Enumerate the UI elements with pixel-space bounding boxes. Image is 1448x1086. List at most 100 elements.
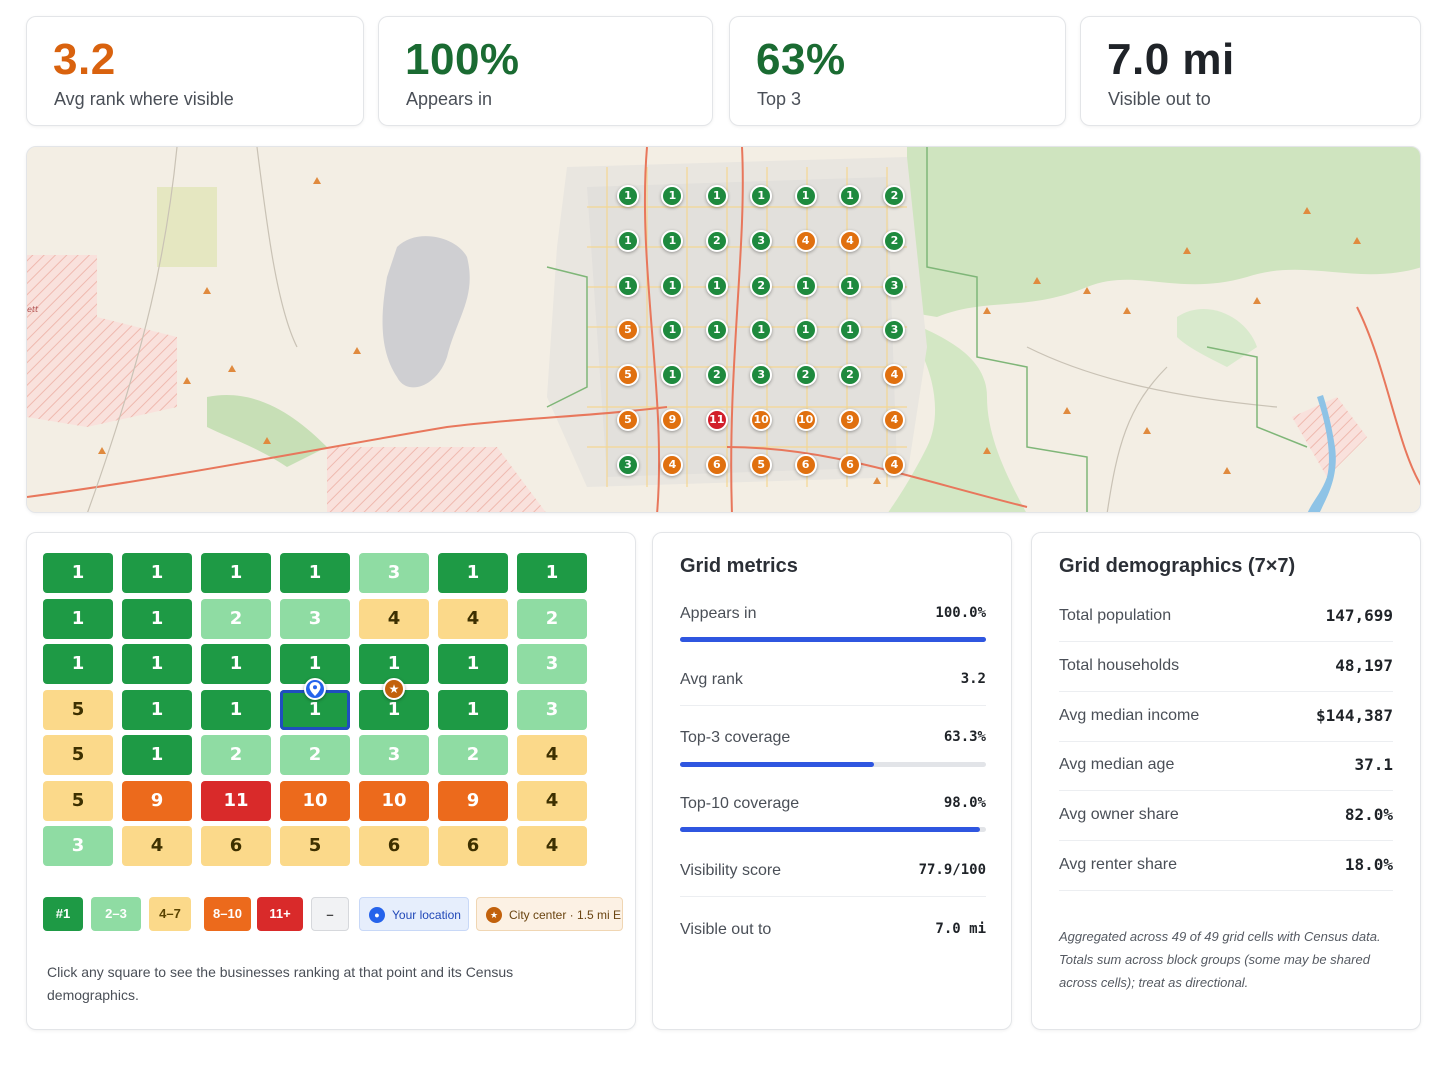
map-rank-pin[interactable]: 1 <box>839 319 861 342</box>
map-rank-pin[interactable]: 1 <box>661 319 684 342</box>
grid-cell[interactable]: 4 <box>359 598 429 639</box>
grid-cell[interactable]: 4 <box>122 826 192 866</box>
grid-cell[interactable]: 1 <box>122 644 192 684</box>
grid-cell[interactable]: 1 <box>201 689 271 730</box>
grid-cell[interactable]: 1 <box>359 644 429 684</box>
map-rank-pin[interactable]: 3 <box>617 453 639 476</box>
map-rank-pin[interactable]: 1 <box>750 185 773 207</box>
grid-cell[interactable]: 2 <box>201 598 271 639</box>
grid-cell[interactable]: 4 <box>438 598 508 639</box>
grid-cell[interactable]: 3 <box>280 598 350 639</box>
map-rank-pin[interactable]: 1 <box>661 229 684 252</box>
grid-cell[interactable]: 6 <box>359 826 429 866</box>
map-rank-pin[interactable]: 1 <box>794 274 817 297</box>
grid-cell[interactable]: 6 <box>438 826 508 866</box>
grid-cell[interactable]: 1 <box>438 553 508 593</box>
map-rank-pin[interactable]: 2 <box>839 364 861 387</box>
grid-cell[interactable]: 5 <box>43 735 113 775</box>
map-rank-pin[interactable]: 1 <box>705 319 728 342</box>
map-rank-pin[interactable]: 1 <box>750 319 773 342</box>
grid-cell[interactable]: 4 <box>517 735 587 775</box>
grid-cell[interactable]: 10 <box>280 780 350 821</box>
map-rank-pin[interactable]: 11 <box>705 409 728 431</box>
map-rank-pin[interactable]: 5 <box>617 364 639 387</box>
map-rank-pin[interactable]: 4 <box>883 409 906 431</box>
grid-cell[interactable]: 10 <box>359 780 429 821</box>
map-rank-pin[interactable]: 4 <box>839 229 861 252</box>
map-rank-pin[interactable]: 1 <box>839 274 861 297</box>
map-rank-pin[interactable]: 2 <box>705 229 728 252</box>
map-rank-pin[interactable]: 3 <box>883 319 906 342</box>
map-rank-pin[interactable]: 4 <box>661 453 684 476</box>
grid-cell[interactable]: 6 <box>201 826 271 866</box>
map-rank-pin[interactable]: 2 <box>883 185 906 207</box>
map-rank-pin[interactable]: 3 <box>883 274 906 297</box>
grid-cell[interactable]: 9 <box>438 780 508 821</box>
grid-cell[interactable]: 5 <box>43 689 113 730</box>
grid-cell[interactable]: 1 <box>43 598 113 639</box>
map-rank-pin[interactable]: 10 <box>794 409 817 431</box>
grid-cell[interactable]: 1 <box>438 689 508 730</box>
grid-cell[interactable]: 1 <box>43 553 113 593</box>
grid-cell[interactable]: 2 <box>201 735 271 775</box>
grid-cell[interactable]: 1 <box>122 689 192 730</box>
map-rank-pin[interactable]: 1 <box>617 185 639 207</box>
map-rank-pin[interactable]: 10 <box>750 409 773 431</box>
grid-cell[interactable]: 1 <box>201 553 271 593</box>
grid-cell[interactable]: 3 <box>517 689 587 730</box>
grid-cell[interactable]: 1 <box>438 644 508 684</box>
grid-cell[interactable]: 4 <box>517 826 587 866</box>
grid-cell[interactable]: 1 <box>122 598 192 639</box>
grid-cell[interactable]: 1 <box>280 644 350 684</box>
grid-cell[interactable]: 1 <box>122 553 192 593</box>
grid-cell[interactable]: 1 <box>359 689 429 730</box>
map-rank-pin[interactable]: 6 <box>794 453 817 476</box>
map-rank-pin[interactable]: 2 <box>750 274 773 297</box>
map-rank-pin[interactable]: 3 <box>750 364 773 387</box>
grid-cell[interactable]: 3 <box>517 644 587 684</box>
map-rank-pin[interactable]: 5 <box>617 319 639 342</box>
grid-cell[interactable]: 1 <box>122 735 192 775</box>
map-rank-pin[interactable]: 3 <box>750 229 773 252</box>
map-rank-pin[interactable]: 9 <box>661 409 684 431</box>
map-rank-pin[interactable]: 4 <box>794 229 817 252</box>
map-rank-pin[interactable]: 1 <box>794 319 817 342</box>
grid-cell[interactable]: 5 <box>43 780 113 821</box>
grid-cell[interactable]: 2 <box>280 735 350 775</box>
map-rank-pin[interactable]: 6 <box>705 453 728 476</box>
map-rank-pin[interactable]: 9 <box>839 409 861 431</box>
map-rank-pin[interactable]: 1 <box>705 185 728 207</box>
grid-cell[interactable]: 3 <box>359 553 429 593</box>
grid-cell[interactable]: 1 <box>280 553 350 593</box>
map-rank-pin[interactable]: 4 <box>883 364 906 387</box>
grid-cell[interactable]: 1 <box>517 553 587 593</box>
grid-cell[interactable]: 3 <box>43 826 113 866</box>
map-rank-pin[interactable]: 6 <box>839 453 861 476</box>
grid-cell[interactable]: 11 <box>201 780 271 821</box>
map-rank-pin[interactable]: 5 <box>750 453 773 476</box>
map-rank-pin[interactable]: 4 <box>883 453 906 476</box>
map-rank-pin[interactable]: 1 <box>661 274 684 297</box>
grid-cell[interactable]: 2 <box>438 735 508 775</box>
metric-label: Top-10 coverage <box>680 795 800 812</box>
map-rank-pin[interactable]: 2 <box>794 364 817 387</box>
map-rank-pin[interactable]: 5 <box>617 409 639 431</box>
map-rank-pin[interactable]: 1 <box>705 274 728 297</box>
grid-cell[interactable]: 4 <box>517 780 587 821</box>
demographic-row: Avg renter share 18.0% <box>1059 855 1393 874</box>
map-rank-pin[interactable]: 2 <box>705 364 728 387</box>
map-rank-pin[interactable]: 1 <box>617 229 639 252</box>
map-rank-pin[interactable]: 2 <box>883 229 906 252</box>
grid-cell[interactable]: 3 <box>359 735 429 775</box>
grid-cell[interactable]: 9 <box>122 780 192 821</box>
grid-cell[interactable]: 1 <box>43 644 113 684</box>
grid-cell[interactable]: 2 <box>517 598 587 639</box>
map-rank-pin[interactable]: 1 <box>661 364 684 387</box>
map-rank-pin[interactable]: 1 <box>661 185 684 207</box>
map-rank-pin[interactable]: 1 <box>839 185 861 207</box>
map-rank-pin[interactable]: 1 <box>617 274 639 297</box>
map-rank-pin[interactable]: 1 <box>794 185 817 207</box>
grid-cell[interactable]: 1 <box>201 644 271 684</box>
grid-cell[interactable]: 5 <box>280 826 350 866</box>
